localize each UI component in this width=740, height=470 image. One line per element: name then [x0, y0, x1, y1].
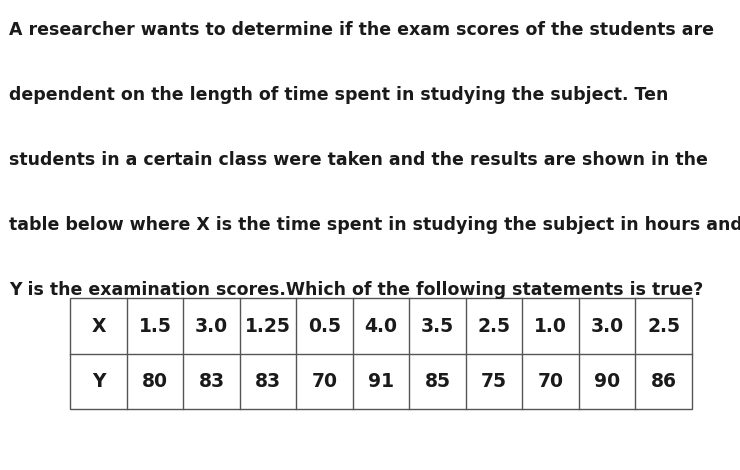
Text: 83: 83: [255, 372, 281, 391]
Text: 4.0: 4.0: [365, 317, 397, 336]
Text: 80: 80: [142, 372, 168, 391]
Text: 83: 83: [198, 372, 225, 391]
Text: 70: 70: [538, 372, 564, 391]
Text: 3.5: 3.5: [421, 317, 454, 336]
Bar: [70, 298, 692, 409]
Text: Y is the examination scores.Which of the following statements is true?: Y is the examination scores.Which of the…: [9, 281, 703, 298]
Text: 3.0: 3.0: [591, 317, 624, 336]
Text: 1.25: 1.25: [245, 317, 291, 336]
Text: 85: 85: [425, 372, 451, 391]
Text: 1.0: 1.0: [534, 317, 567, 336]
Text: 1.5: 1.5: [138, 317, 172, 336]
Text: X: X: [91, 317, 106, 336]
Text: 91: 91: [368, 372, 394, 391]
Text: 0.5: 0.5: [308, 317, 341, 336]
Text: table below where X is the time spent in studying the subject in hours and: table below where X is the time spent in…: [9, 216, 740, 234]
Text: 2.5: 2.5: [648, 317, 680, 336]
Text: 75: 75: [481, 372, 507, 391]
Text: 2.5: 2.5: [477, 317, 511, 336]
Text: students in a certain class were taken and the results are shown in the: students in a certain class were taken a…: [9, 151, 707, 169]
Text: 90: 90: [594, 372, 620, 391]
Text: 3.0: 3.0: [195, 317, 228, 336]
Text: dependent on the length of time spent in studying the subject. Ten: dependent on the length of time spent in…: [9, 86, 668, 104]
Text: Y: Y: [92, 372, 105, 391]
Text: 70: 70: [312, 372, 337, 391]
Text: A researcher wants to determine if the exam scores of the students are: A researcher wants to determine if the e…: [9, 21, 714, 39]
Text: 86: 86: [650, 372, 676, 391]
